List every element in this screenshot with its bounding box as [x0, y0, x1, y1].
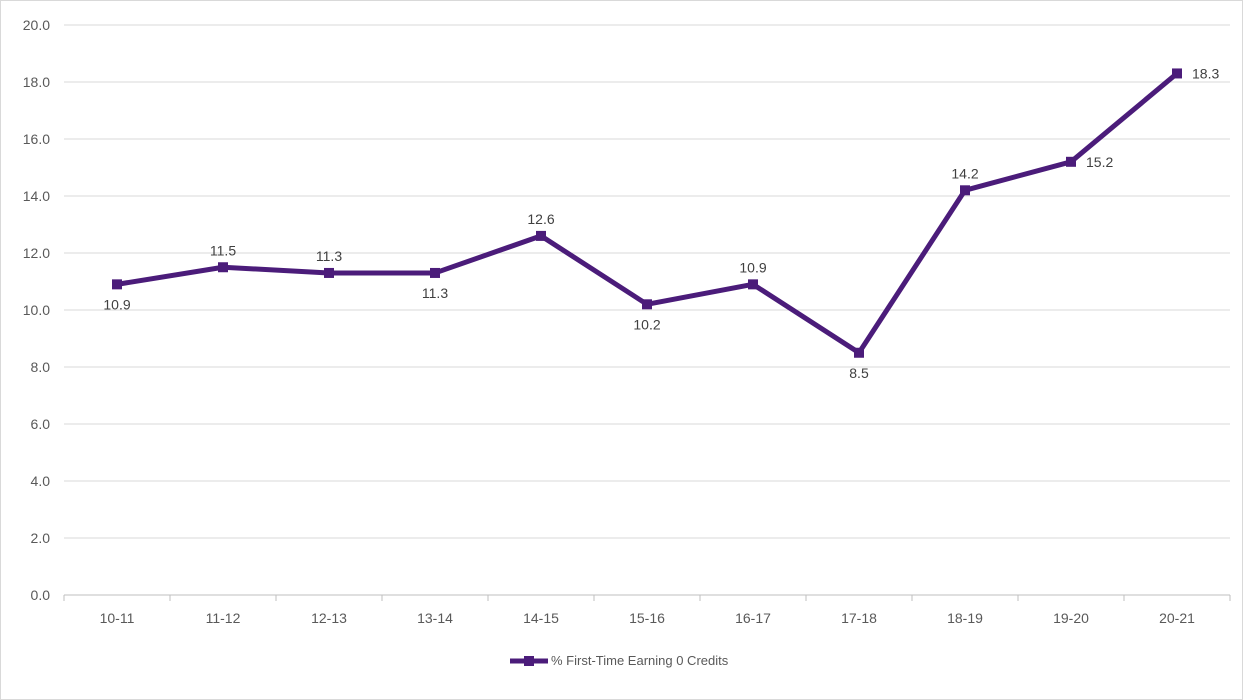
x-tick-label: 10-11: [100, 610, 135, 626]
y-tick-label: 2.0: [31, 530, 51, 546]
data-point-marker: [748, 279, 758, 290]
y-tick-label: 16.0: [23, 131, 50, 147]
x-tick-label: 17-18: [841, 610, 877, 626]
legend-marker-swatch: [524, 656, 534, 666]
data-label: 15.2: [1086, 154, 1113, 170]
x-tick-label: 18-19: [947, 610, 983, 626]
data-label: 11.5: [210, 242, 236, 258]
y-tick-label: 0.0: [31, 587, 51, 603]
y-tick-label: 18.0: [23, 74, 50, 90]
data-point-marker: [218, 262, 228, 273]
x-axis: [63, 594, 1231, 601]
data-label: 12.6: [527, 211, 554, 227]
data-label: 10.2: [633, 316, 660, 332]
data-label: 11.3: [316, 248, 342, 264]
x-tick-label: 13-14: [417, 610, 453, 626]
data-point-marker: [854, 347, 864, 358]
x-axis-tick-labels: 10-11 11-12 12-13 13-14 14-15 15-16 16-17 17-18…: [100, 610, 1196, 626]
data-point-marker: [324, 267, 334, 278]
data-label: 8.5: [849, 365, 869, 381]
series-markers: [112, 68, 1182, 358]
y-tick-label: 8.0: [31, 359, 51, 375]
y-tick-label: 14.0: [23, 188, 50, 204]
data-point-marker: [536, 230, 546, 241]
x-tick-label: 12-13: [311, 610, 347, 626]
y-tick-label: 12.0: [23, 245, 50, 261]
y-tick-label: 6.0: [31, 416, 51, 432]
data-label: 10.9: [103, 296, 130, 312]
data-point-marker: [112, 279, 122, 290]
data-point-marker: [1172, 68, 1182, 79]
y-tick-label: 10.0: [23, 302, 50, 318]
x-tick-label: 15-16: [629, 610, 665, 626]
data-point-marker: [960, 185, 970, 196]
x-tick-label: 11-12: [206, 610, 241, 626]
data-point-marker: [1066, 156, 1076, 167]
data-label: 18.3: [1192, 65, 1219, 81]
data-labels: 10.9 11.5 11.3 11.3 12.6 10.2 10.9 8.5 14.2 15.2 1…: [103, 65, 1219, 380]
data-label: 14.2: [951, 165, 978, 181]
gridlines: [64, 24, 1230, 539]
x-tick-label: 20-21: [1159, 610, 1195, 626]
x-tick-label: 16-17: [735, 610, 771, 626]
x-tick-label: 14-15: [523, 610, 559, 626]
y-tick-label: 4.0: [31, 473, 51, 489]
data-point-marker: [642, 299, 652, 310]
data-label: 10.9: [739, 259, 766, 275]
data-point-marker: [430, 267, 440, 278]
x-tick-label: 19-20: [1053, 610, 1089, 626]
y-tick-label: 20.0: [23, 17, 50, 33]
y-axis-tick-labels: 0.0 2.0 4.0 6.0 8.0 10.0 12.0 14.0 16.0 18.0 20.0: [23, 17, 50, 603]
data-label: 11.3: [422, 285, 448, 301]
series-polyline: [114, 70, 1180, 356]
series-line: [114, 70, 1180, 356]
legend: % First-Time Earning 0 Credits: [510, 653, 729, 668]
legend-label: % First-Time Earning 0 Credits: [551, 653, 729, 668]
